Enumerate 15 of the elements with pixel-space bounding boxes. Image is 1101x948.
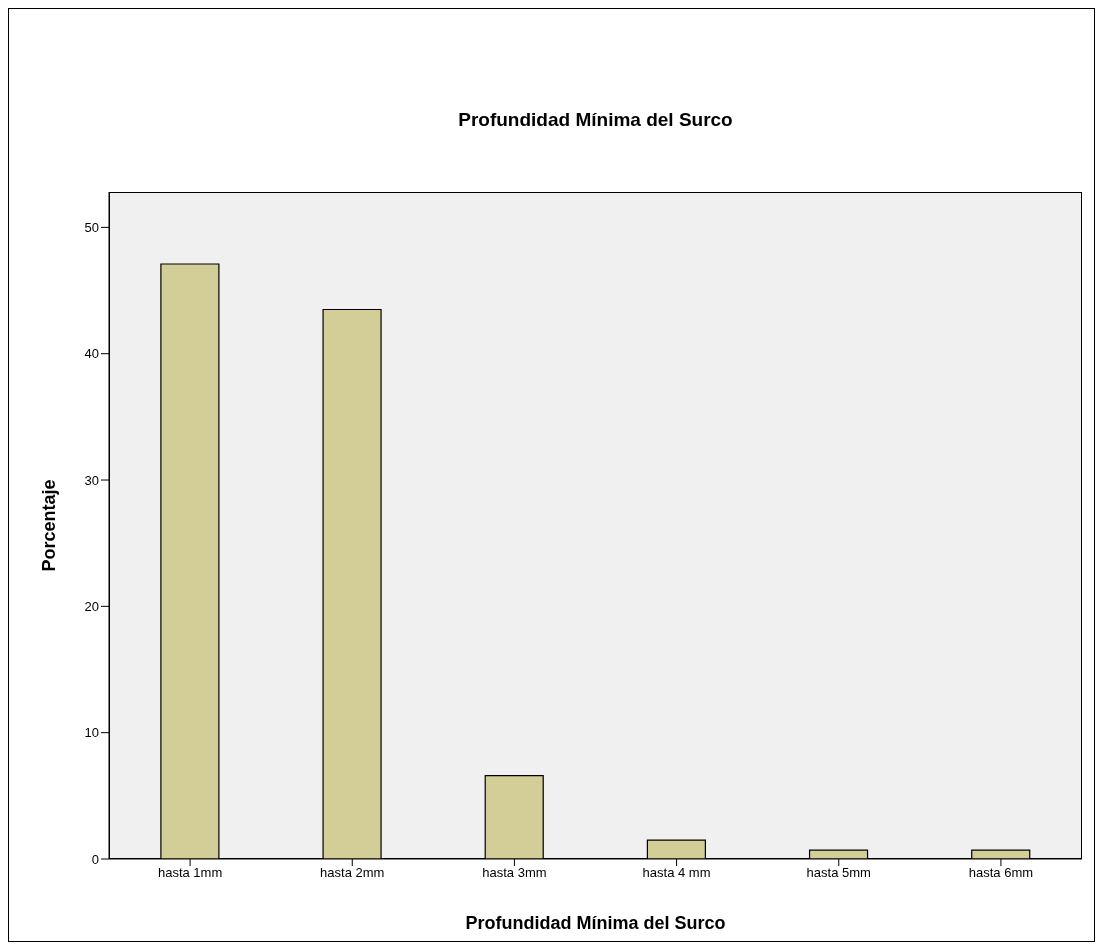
- y-tick-label: 30: [84, 472, 99, 488]
- y-tick-label: 10: [84, 725, 99, 741]
- x-axis-title: Profundidad Mínima del Surco: [465, 913, 726, 933]
- x-tick-label: hasta 1mm: [157, 865, 223, 881]
- y-tick-label: 50: [84, 219, 99, 235]
- x-tick-label: hasta 6mm: [968, 865, 1034, 881]
- x-tick-label: hasta 4 mm: [642, 865, 711, 881]
- y-axis-title: Porcentaje: [39, 479, 60, 572]
- chart-title: Profundidad Mínima del Surco: [457, 109, 734, 131]
- y-tick-label: 20: [84, 598, 99, 614]
- x-tick-label: hasta 3mm: [482, 865, 547, 881]
- x-tick-label: hasta 2mm: [320, 865, 385, 881]
- y-tick-label: 0: [91, 851, 99, 867]
- x-tick-label: hasta 5mm: [806, 865, 871, 881]
- y-tick-label: 40: [84, 346, 99, 362]
